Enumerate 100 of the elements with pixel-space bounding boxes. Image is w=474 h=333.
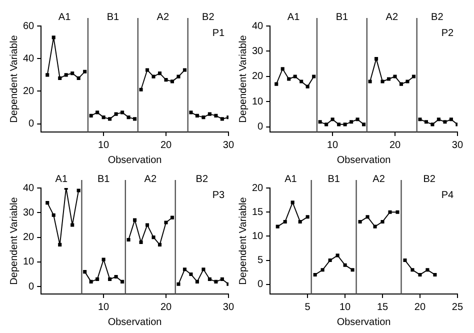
y-tick-label: 40: [23, 182, 35, 194]
point: [182, 268, 187, 272]
annotation: P3: [212, 190, 225, 201]
point: [52, 36, 56, 40]
point: [46, 73, 50, 77]
text: A1: [55, 174, 68, 185]
point: [424, 120, 428, 124]
annotation: P4: [441, 190, 454, 201]
x-tick-label: 10: [98, 140, 110, 151]
y-tick-label: 20: [252, 182, 264, 194]
x-tick-label: 10: [327, 140, 339, 151]
x-tick-label: 25: [452, 302, 464, 313]
point: [356, 118, 360, 122]
point: [343, 122, 347, 126]
text: B2: [423, 174, 436, 185]
point: [70, 72, 74, 76]
point: [182, 68, 187, 72]
point: [373, 224, 377, 228]
point: [208, 112, 212, 116]
point: [324, 122, 328, 126]
point: [449, 118, 453, 122]
text: A2: [386, 12, 398, 23]
point: [58, 242, 62, 246]
x-tick-label: 20: [160, 140, 172, 151]
point: [274, 82, 278, 86]
x-tick-label: 30: [222, 140, 234, 151]
y-tick-label: 10: [252, 96, 264, 108]
point: [114, 112, 118, 116]
point: [426, 268, 430, 272]
point: [396, 210, 400, 214]
text: B1: [106, 12, 120, 23]
point: [52, 213, 56, 217]
x-tick-label: 30: [452, 140, 464, 151]
y-tick-label: 0: [28, 281, 35, 292]
point: [388, 210, 392, 214]
point: [133, 117, 137, 121]
y-tick-label: 15: [252, 206, 264, 218]
point: [46, 201, 50, 205]
point: [399, 82, 404, 86]
point: [164, 220, 168, 224]
point: [120, 280, 124, 284]
point: [214, 280, 218, 284]
point: [189, 110, 193, 114]
text: A1: [284, 174, 298, 185]
point: [328, 258, 332, 262]
y-tick-label: 0: [28, 118, 35, 130]
text: A1: [58, 12, 72, 23]
text: A2: [156, 12, 170, 23]
point: [89, 114, 93, 118]
point: [293, 74, 297, 78]
point: [276, 224, 280, 228]
point: [318, 120, 322, 124]
y-tick-label: 20: [252, 71, 264, 82]
point: [108, 277, 112, 281]
point: [337, 122, 341, 126]
y-tick-label: 10: [23, 256, 35, 268]
point: [120, 110, 124, 114]
text: B2: [196, 174, 208, 185]
y-tick-label: 20: [23, 86, 35, 97]
point: [418, 272, 422, 276]
y-axis-title: Dependent Variable: [238, 196, 249, 285]
point: [152, 74, 156, 78]
point: [290, 200, 294, 204]
x-axis-title: Observation: [108, 316, 162, 328]
point: [287, 77, 291, 81]
text: B2: [202, 12, 215, 23]
x-tick-label: 20: [160, 302, 172, 313]
point: [96, 277, 100, 281]
point: [195, 280, 199, 284]
y-axis-title: Dependent Variable: [8, 196, 20, 285]
point: [436, 118, 440, 122]
point: [170, 216, 174, 220]
point: [306, 215, 310, 219]
point: [283, 220, 287, 224]
y-tick-label: 10: [252, 230, 264, 242]
point: [145, 68, 150, 72]
x-tick-label: 20: [389, 140, 401, 151]
point: [350, 268, 354, 272]
point: [170, 80, 174, 84]
y-tick-label: 30: [23, 207, 35, 218]
point: [58, 76, 62, 80]
point: [330, 118, 334, 122]
x-tick-label: 30: [222, 302, 234, 313]
point: [368, 80, 372, 84]
point: [298, 220, 302, 224]
point: [430, 122, 434, 126]
point: [410, 268, 414, 272]
point: [114, 274, 118, 279]
point: [195, 114, 199, 118]
point: [139, 240, 143, 244]
point: [102, 258, 106, 262]
y-tick-label: 0: [258, 122, 264, 133]
text: B1: [97, 174, 110, 185]
point: [312, 74, 316, 78]
point: [443, 120, 447, 124]
point: [139, 88, 143, 92]
y-axis-title: Dependent Variable: [238, 34, 249, 123]
point: [83, 70, 87, 74]
text: A2: [372, 174, 386, 185]
point: [126, 116, 130, 120]
